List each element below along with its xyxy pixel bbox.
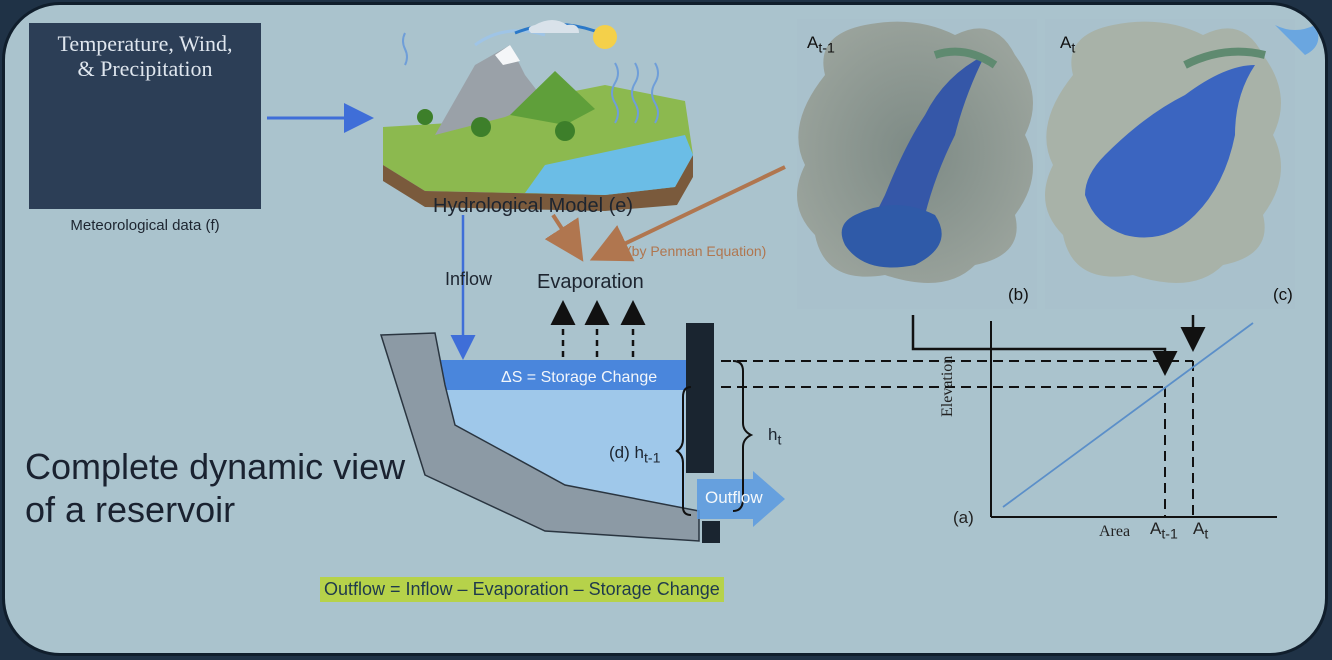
- satellite-current-label: At: [1060, 33, 1075, 56]
- outflow-equation: Outflow = Inflow – Evaporation – Storage…: [320, 577, 724, 602]
- outflow-label: Outflow: [705, 488, 763, 507]
- satellite-current-label-text: A: [1060, 33, 1072, 52]
- meteorological-title-line1: Temperature, Wind,: [57, 31, 233, 56]
- h-t-minus-1-brace: [675, 386, 692, 516]
- outflow-arrow: [697, 471, 785, 527]
- previous-area-arrow: [911, 315, 1178, 376]
- h-t-minus-1-text: (d) h: [609, 443, 644, 462]
- inflow-label: Inflow: [445, 269, 493, 289]
- dam-base: [702, 521, 720, 543]
- reservoir-cross-section: [379, 323, 720, 543]
- penman-label: (by Penman Equation): [627, 243, 767, 259]
- plot-tick-a-previous-subscript: t-1: [1161, 526, 1178, 543]
- h-t-minus-1-label: (d) ht-1: [609, 443, 661, 466]
- h-t-minus-1-subscript: t-1: [643, 450, 661, 467]
- satellite-image-current: [1045, 19, 1319, 309]
- satellite-previous-label: At-1: [807, 33, 835, 56]
- satellite-to-evaporation-arrow: [589, 165, 786, 262]
- elevation-guides: [721, 360, 1194, 517]
- area-elevation-curve: [1002, 322, 1254, 508]
- plot-y-label: Elevation: [939, 355, 956, 417]
- h-t-subscript: t: [777, 432, 782, 449]
- evaporation-label: Evaporation: [537, 271, 644, 293]
- satellite-current-letter: (c): [1273, 285, 1293, 304]
- plot-x-label: Area: [1099, 523, 1131, 540]
- storage-change-label: ΔS = Storage Change: [501, 369, 658, 386]
- reservoir-bed: [379, 332, 700, 542]
- plot-panel-letter: (a): [953, 508, 974, 527]
- meteorological-caption: Meteorological data (f): [70, 217, 220, 234]
- hydrological-model-illustration: [383, 20, 693, 211]
- hydro-to-evaporation-arrow: [544, 213, 584, 262]
- satellite-previous-label-subscript: t-1: [818, 40, 835, 57]
- h-t-label: ht: [768, 425, 781, 448]
- plot-tick-a-current-subscript: t: [1204, 526, 1209, 543]
- h-t-brace: [732, 360, 754, 512]
- meteorological-panel: Temperature, Wind, & Precipitation: [29, 23, 261, 209]
- plot-tick-a-previous-text: A: [1150, 519, 1162, 538]
- satellite-previous-label-text: A: [807, 33, 819, 52]
- storage-change-layer: [437, 360, 700, 390]
- reservoir-description: Complete dynamic view of a reservoir: [25, 446, 406, 530]
- meteorological-title-line2: & Precipitation: [77, 56, 213, 81]
- h-t-text: h: [768, 425, 778, 444]
- hydrological-model-caption: Hydrological Model (e): [433, 195, 634, 217]
- plot-tick-a-previous: At-1: [1150, 519, 1178, 542]
- area-elevation-plot: [990, 321, 1277, 518]
- plot-tick-a-current-text: A: [1193, 519, 1205, 538]
- meteorological-title: Temperature, Wind, & Precipitation: [29, 31, 261, 81]
- diagram-canvas: [33, 19, 1319, 543]
- evaporation-arrows: [550, 300, 646, 357]
- plot-tick-a-current: At: [1193, 519, 1208, 542]
- satellite-previous-letter: (b): [1008, 285, 1029, 304]
- dam-wall: [686, 323, 714, 473]
- satellite-image-previous: [797, 19, 1037, 309]
- satellite-current-label-subscript: t: [1071, 40, 1076, 57]
